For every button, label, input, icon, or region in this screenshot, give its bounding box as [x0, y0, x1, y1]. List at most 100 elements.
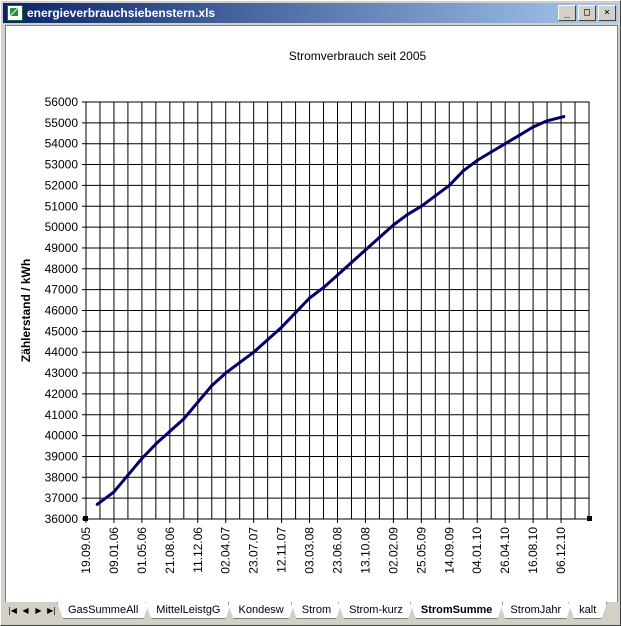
series-point	[489, 150, 493, 154]
x-tick-label: 02.02.09	[386, 527, 400, 574]
tab-strom-kurz[interactable]: Strom-kurz	[338, 602, 414, 619]
x-tick-label: 23.07.07	[247, 527, 261, 574]
x-tick-label: 04.01.10	[470, 527, 484, 574]
series-point	[377, 236, 381, 240]
x-tick-label: 26.04.10	[498, 527, 512, 574]
tab-kalt[interactable]: kalt	[568, 602, 607, 619]
x-tick-label: 16.08.10	[526, 527, 540, 574]
selection-handle-right	[587, 516, 592, 521]
excel-file-icon[interactable]	[7, 5, 23, 21]
series-point	[112, 490, 116, 494]
series-point	[168, 429, 172, 433]
y-tick-label: 44000	[45, 345, 79, 359]
chart-sheet[interactable]: 36000 37000 38000 39000 40000 41000 42000 43000…	[5, 25, 618, 603]
y-tick-label: 51000	[45, 199, 79, 213]
series-point	[447, 183, 451, 187]
y-tick-label: 36000	[45, 512, 79, 526]
y-tick-label: 48000	[45, 262, 79, 276]
x-tick-label: 25.05.09	[414, 527, 428, 574]
tab-mittelleistgg[interactable]: MittelLeistgG	[145, 602, 231, 619]
series-point	[433, 194, 437, 198]
y-tick-label: 53000	[45, 158, 79, 172]
series-point	[196, 400, 200, 404]
series-point	[322, 286, 326, 290]
series-point	[517, 133, 521, 137]
y-tick-label: 56000	[45, 95, 79, 109]
window-title: energieverbrauchsiebenstern.xls	[27, 6, 216, 20]
y-tick-label: 47000	[45, 283, 79, 297]
series-point	[349, 261, 353, 265]
x-tick-label: 13.10.08	[358, 527, 372, 574]
series-point	[154, 442, 158, 446]
series-point	[140, 457, 144, 461]
x-tick-label: 19.09.05	[79, 527, 93, 574]
selection-handle-left	[83, 516, 88, 521]
chart-title: Stromverbrauch seit 2005	[289, 49, 427, 63]
series-point	[210, 384, 214, 388]
tab-navigation: |◀ ◀ ▶ ▶|	[3, 602, 61, 617]
tab-stromjahr[interactable]: StromJahr	[499, 602, 572, 619]
series-point	[391, 223, 395, 227]
tab-gassummeall[interactable]: GasSummeAll	[57, 602, 149, 619]
y-tick-label: 37000	[45, 491, 79, 505]
series-point	[95, 502, 99, 506]
minimize-button[interactable]: _	[558, 5, 576, 21]
series-point	[405, 213, 409, 217]
y-tick-label: 45000	[45, 324, 79, 338]
tab-stromsumme[interactable]: StromSumme	[410, 602, 504, 619]
y-tick-label: 40000	[45, 429, 79, 443]
y-tick-label: 52000	[45, 178, 79, 192]
series-point	[266, 338, 270, 342]
x-tick-label: 02.04.07	[219, 527, 233, 574]
x-tick-label: 11.12.06	[191, 527, 205, 573]
series-point	[294, 311, 298, 315]
series-point	[475, 158, 479, 162]
sheet-tab-bar: |◀ ◀ ▶ ▶| GasSummeAll MittelLeistgG Kond…	[3, 602, 618, 622]
y-tick-label: 55000	[45, 116, 79, 130]
tab-strom[interactable]: Strom	[291, 602, 342, 619]
x-tick-label: 12.11.07	[275, 527, 289, 573]
y-tick-label: 46000	[45, 304, 79, 318]
series-point	[126, 473, 130, 477]
series-point	[562, 115, 566, 119]
series-point	[363, 248, 367, 252]
series-point	[531, 125, 535, 129]
plot-area	[85, 101, 590, 520]
series-point	[224, 371, 228, 375]
series-point	[336, 273, 339, 277]
y-tick-label: 38000	[45, 470, 79, 484]
series-point	[461, 169, 465, 173]
x-tick-label: 06.12.10	[554, 527, 568, 574]
next-sheet-button[interactable]: ▶	[35, 606, 42, 615]
close-button[interactable]: ×	[598, 5, 616, 21]
line-chart[interactable]: 36000 37000 38000 39000 40000 41000 42000 43000…	[6, 26, 617, 602]
y-tick-label: 41000	[45, 408, 79, 422]
series-point	[238, 361, 242, 365]
y-tick-label: 42000	[45, 387, 79, 401]
previous-sheet-button[interactable]: ◀	[22, 606, 29, 615]
tab-kondesw[interactable]: Kondesw	[228, 602, 295, 619]
sheet-tabs: GasSummeAll MittelLeistgG Kondesw Strom …	[61, 602, 607, 619]
series-point	[419, 204, 423, 208]
x-tick-label: 03.03.08	[303, 527, 317, 574]
y-tick-label: 54000	[45, 137, 79, 151]
series-point	[308, 296, 312, 300]
series-line	[96, 115, 565, 506]
x-tick-label: 14.09.09	[442, 527, 456, 574]
y-tick-label: 50000	[45, 220, 79, 234]
series-point	[252, 350, 256, 354]
series-point	[280, 325, 284, 329]
x-tick-label: 09.01.06	[107, 527, 121, 574]
first-sheet-button[interactable]: |◀	[8, 606, 17, 615]
x-tick-label: 01.05.06	[135, 527, 149, 574]
y-tick-label: 43000	[45, 366, 79, 380]
series-point	[545, 119, 549, 123]
series-point	[503, 142, 507, 146]
maximize-button[interactable]: □	[578, 5, 596, 21]
y-tick-label: 49000	[45, 241, 79, 255]
last-sheet-button[interactable]: ▶|	[47, 606, 56, 615]
x-tick-label: 21.08.06	[163, 527, 177, 574]
x-tick-label: 23.06.08	[331, 527, 345, 574]
title-bar[interactable]: energieverbrauchsiebenstern.xls _ □ ×	[3, 3, 618, 23]
series-point	[182, 417, 186, 421]
